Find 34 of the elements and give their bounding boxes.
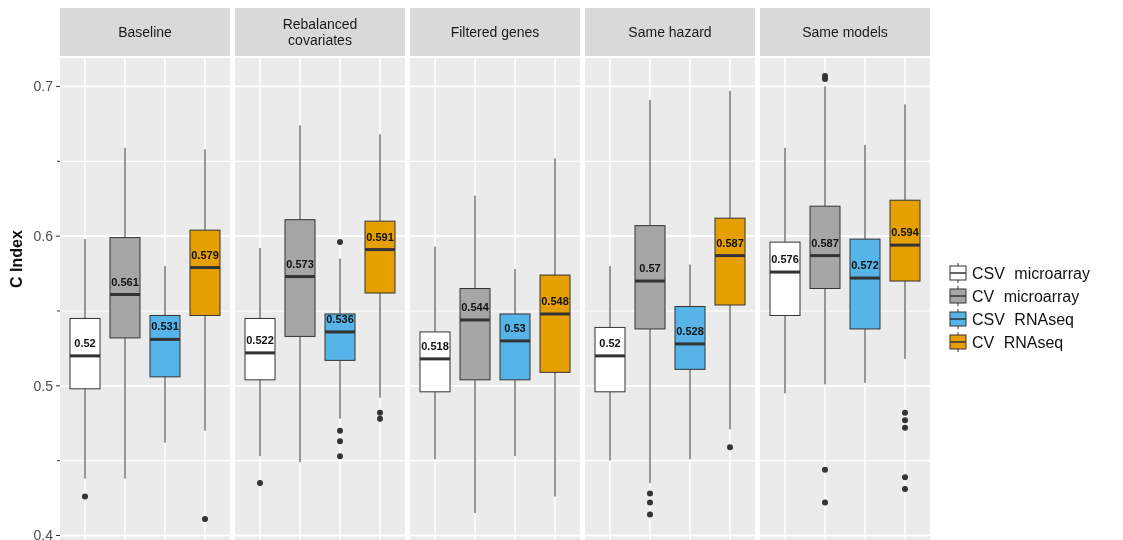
y-tick-label: 0.6: [33, 228, 54, 245]
text: 0.594: [891, 226, 919, 239]
x-tick-label: Same hazard: [628, 24, 712, 40]
text: 0.522: [246, 333, 274, 346]
text: 0.548: [541, 294, 569, 307]
text: 0.528: [676, 324, 704, 337]
text: 0.531: [151, 320, 179, 333]
legend-label: CSV microarray: [972, 264, 1090, 282]
text: 0.576: [771, 253, 799, 266]
text: 0.53: [504, 321, 526, 334]
y-axis-title: C Index: [8, 230, 25, 288]
x-tick-label: Same models: [802, 24, 888, 40]
x-tick-label: Rebalanced covariates: [282, 16, 358, 48]
text: 0.587: [716, 236, 744, 249]
y-tick-label: 0.7: [33, 78, 54, 95]
text: 0.587: [811, 236, 839, 249]
text: 0.57: [639, 262, 661, 275]
text: 0.52: [599, 336, 621, 349]
legend-label: CSV RNAseq: [972, 310, 1074, 328]
text: 0.518: [421, 339, 449, 352]
legend-label: CV RNAseq: [972, 333, 1064, 351]
text: 0.544: [461, 300, 489, 313]
text: 0.536: [326, 312, 354, 325]
text: 0.561: [111, 275, 139, 288]
text: 0.573: [286, 257, 314, 270]
y-tick-label: 0.5: [33, 377, 54, 394]
y-tick-label: 0.4: [33, 527, 54, 540]
legend-label: CV microarray: [972, 287, 1080, 305]
x-tick-label: Baseline: [118, 24, 173, 40]
text: 0.52: [74, 336, 96, 349]
text: 0.591: [366, 230, 394, 243]
text: 0.579: [191, 248, 219, 261]
x-tick-label: Filtered genes: [450, 24, 540, 40]
text: 0.572: [851, 259, 879, 272]
